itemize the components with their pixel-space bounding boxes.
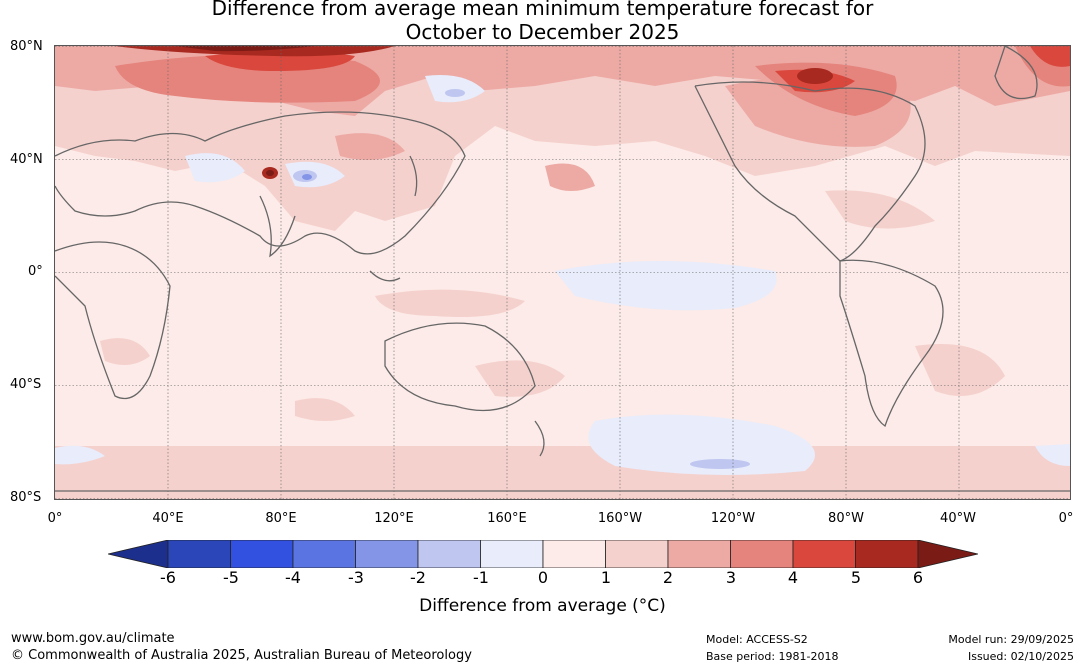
footer-url[interactable]: www.bom.gov.au/climate — [11, 631, 175, 646]
coastlines — [55, 46, 1070, 492]
colorbar-arrow-high — [917, 540, 978, 568]
cb-tick-3: 3 — [725, 568, 737, 587]
lon-label-40w: 40°W — [940, 511, 976, 526]
cb-tick-4: 4 — [787, 568, 799, 587]
lon-label-0: 0° — [47, 511, 63, 526]
lat-label-80s: 80°S — [10, 490, 42, 505]
colorbar-segment — [605, 540, 669, 568]
anomaly-minus-3-2-regions — [302, 174, 312, 180]
colorbar-segment — [292, 540, 356, 568]
anomaly-above-6-regions — [175, 46, 315, 176]
lat-label-80n: 80°N — [10, 39, 43, 54]
cb-tick-minus-6: -6 — [160, 568, 176, 587]
colorbar-segment — [355, 540, 419, 568]
lon-label-40e: 40°E — [152, 511, 184, 526]
lon-label-0-right: 0° — [1058, 511, 1074, 526]
cb-tick-minus-4: -4 — [285, 568, 301, 587]
colorbar-segment — [480, 540, 544, 568]
colorbar-segment — [667, 540, 731, 568]
colorbar-segment — [855, 540, 919, 568]
cb-tick-minus-5: -5 — [223, 568, 239, 587]
cb-tick-6: 6 — [912, 568, 924, 587]
colorbar-segment — [167, 540, 231, 568]
graticule — [55, 46, 1070, 499]
lon-label-80e: 80°E — [265, 511, 297, 526]
title-line-2: October to December 2025 — [405, 20, 680, 44]
footer-model: Model: ACCESS-S2 — [706, 633, 808, 646]
lon-label-160e: 160°E — [487, 511, 527, 526]
anomaly-minus-2-1-regions — [293, 89, 750, 469]
anomaly-4-5-regions — [205, 46, 1070, 93]
cb-tick-minus-3: -3 — [348, 568, 364, 587]
colorbar-segment — [542, 540, 606, 568]
colorbar-segment — [730, 540, 794, 568]
lon-label-80w: 80°W — [828, 511, 864, 526]
cb-tick-minus-1: -1 — [473, 568, 489, 587]
lon-label-160w: 160°W — [597, 511, 643, 526]
footer-issued: Issued: 02/10/2025 — [967, 650, 1074, 663]
chart-title: Difference from average mean minimum tem… — [0, 0, 1085, 44]
temperature-anomaly-map — [54, 45, 1071, 500]
colorbar-label: Difference from average (°C) — [419, 596, 666, 616]
colorbar-segment — [417, 540, 481, 568]
lat-label-0: 0° — [28, 264, 43, 279]
title-line-1: Difference from average mean minimum tem… — [211, 0, 874, 20]
footer-model-run: Model run: 29/09/2025 — [948, 633, 1074, 646]
cb-tick-minus-2: -2 — [410, 568, 426, 587]
cb-tick-5: 5 — [850, 568, 862, 587]
lat-label-40n: 40°N — [10, 152, 43, 167]
footer-copyright: © Commonwealth of Australia 2025, Austra… — [11, 648, 472, 663]
colorbar-segments — [108, 540, 978, 568]
lon-label-120e: 120°E — [374, 511, 414, 526]
cb-tick-2: 2 — [662, 568, 674, 587]
lat-label-40s: 40°S — [10, 377, 42, 392]
colorbar-arrow-low — [108, 540, 169, 568]
cb-tick-1: 1 — [600, 568, 612, 587]
footer-base-period: Base period: 1981-2018 — [706, 650, 839, 663]
map-canvas — [55, 46, 1070, 499]
colorbar-segment — [792, 540, 856, 568]
colorbar-segment — [230, 540, 294, 568]
cb-tick-0: 0 — [537, 568, 549, 587]
anomaly-5-6-regions — [115, 46, 833, 179]
lon-label-120w: 120°W — [710, 511, 756, 526]
colorbar — [108, 540, 978, 568]
